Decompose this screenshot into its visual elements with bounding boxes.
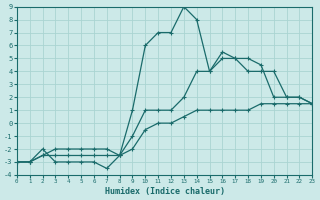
X-axis label: Humidex (Indice chaleur): Humidex (Indice chaleur) bbox=[105, 187, 225, 196]
